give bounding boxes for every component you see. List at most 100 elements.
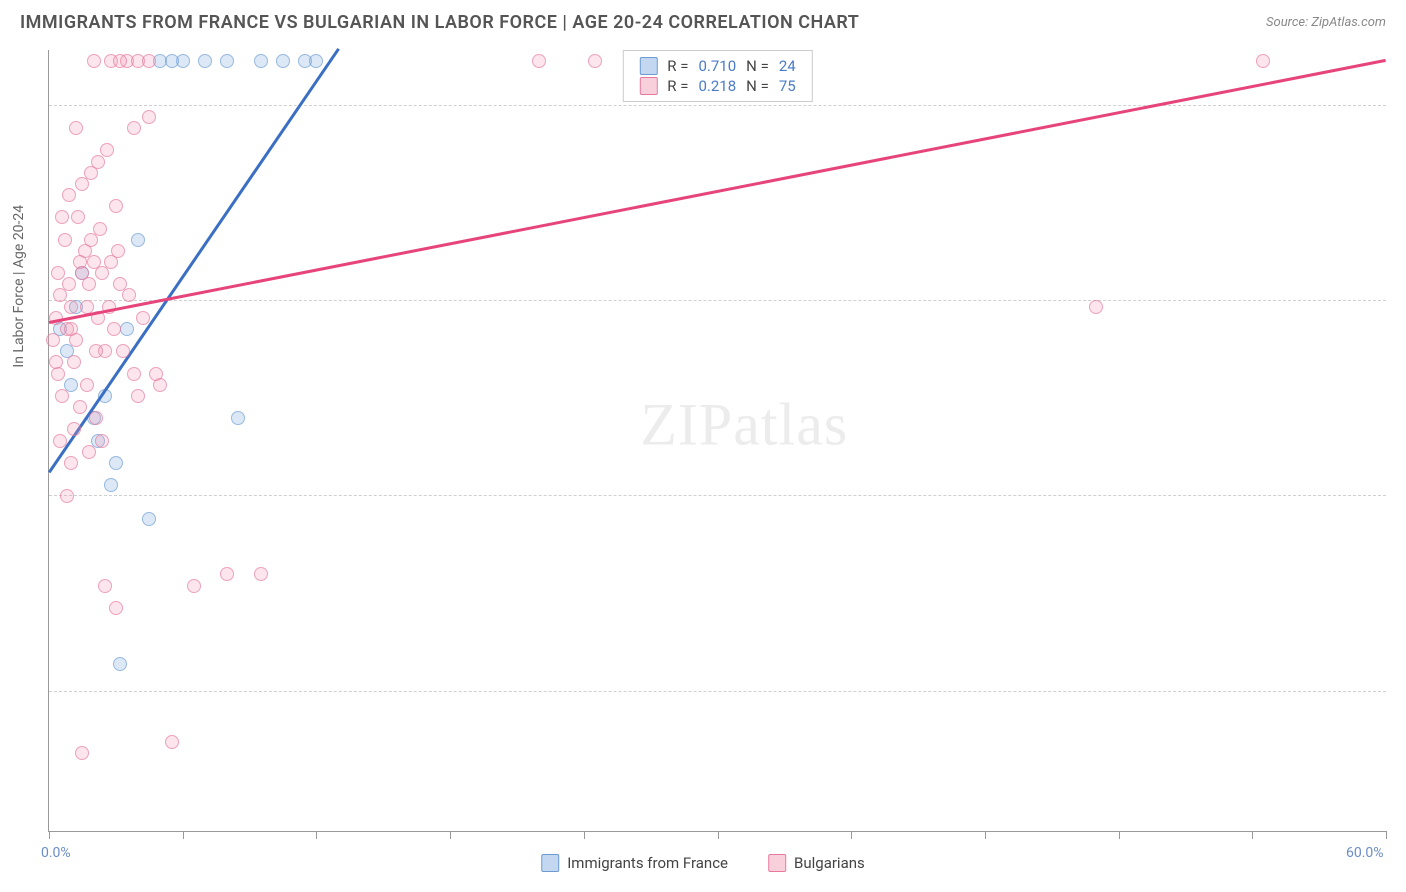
legend-label: Bulgarians (794, 854, 865, 872)
data-point (127, 367, 141, 381)
data-point (98, 579, 112, 593)
swatch-pink-icon (768, 854, 786, 872)
data-point (69, 121, 83, 135)
y-tick-label: 47.5% (1396, 668, 1406, 684)
gridline (49, 105, 1386, 106)
x-tick (584, 831, 585, 839)
data-point (113, 657, 127, 671)
data-point (532, 54, 546, 68)
r-value: 0.218 (698, 77, 736, 95)
data-point (122, 288, 136, 302)
x-tick (718, 831, 719, 839)
data-point (58, 233, 72, 247)
n-label: N = (746, 77, 769, 95)
x-tick (851, 831, 852, 839)
data-point (46, 333, 60, 347)
data-point (113, 54, 127, 68)
r-label: R = (667, 57, 688, 75)
chart-title: IMMIGRANTS FROM FRANCE VS BULGARIAN IN L… (20, 12, 859, 33)
x-tick (316, 831, 317, 839)
data-point (67, 422, 81, 436)
n-value: 24 (779, 57, 796, 75)
data-point (111, 244, 125, 258)
y-axis-label: In Labor Force | Age 20-24 (11, 204, 27, 367)
data-point (220, 567, 234, 581)
data-point (95, 434, 109, 448)
data-point (309, 54, 323, 68)
data-point (51, 266, 65, 280)
data-point (142, 54, 156, 68)
watermark-zip: ZIP (640, 391, 733, 457)
header: IMMIGRANTS FROM FRANCE VS BULGARIAN IN L… (0, 0, 1406, 41)
data-point (276, 54, 290, 68)
data-point (95, 266, 109, 280)
data-point (62, 277, 76, 291)
data-point (131, 389, 145, 403)
gridline (49, 495, 1386, 496)
data-point (231, 411, 245, 425)
r-label: R = (667, 77, 688, 95)
data-point (131, 233, 145, 247)
data-point (127, 121, 141, 135)
data-point (91, 155, 105, 169)
x-tick (49, 831, 50, 839)
data-point (80, 378, 94, 392)
data-point (64, 322, 78, 336)
swatch-pink-icon (639, 77, 657, 95)
watermark: ZIPatlas (640, 390, 848, 459)
data-point (49, 355, 63, 369)
x-tick (450, 831, 451, 839)
data-point (60, 489, 74, 503)
data-point (55, 210, 69, 224)
data-point (82, 445, 96, 459)
y-tick-label: 65.0% (1396, 472, 1406, 488)
x-tick (985, 831, 986, 839)
data-point (136, 311, 150, 325)
data-point (89, 411, 103, 425)
legend-label: Immigrants from France (567, 854, 728, 872)
data-point (142, 110, 156, 124)
swatch-blue-icon (541, 854, 559, 872)
data-point (82, 277, 96, 291)
r-value: 0.710 (698, 57, 736, 75)
source-attribution: Source: ZipAtlas.com (1266, 15, 1386, 30)
data-point (109, 199, 123, 213)
data-point (55, 389, 69, 403)
data-point (1089, 300, 1103, 314)
data-point (84, 233, 98, 247)
swatch-blue-icon (639, 57, 657, 75)
data-point (187, 579, 201, 593)
data-point (116, 344, 130, 358)
y-tick-label: 82.5% (1396, 277, 1406, 293)
data-point (107, 322, 121, 336)
data-point (73, 400, 87, 414)
data-point (1256, 54, 1270, 68)
data-point (53, 434, 67, 448)
data-point (165, 54, 179, 68)
x-tick-label: 0.0% (41, 845, 71, 861)
data-point (71, 210, 85, 224)
n-value: 75 (779, 77, 796, 95)
n-label: N = (746, 57, 769, 75)
data-point (220, 54, 234, 68)
legend-item-bulgarians: Bulgarians (768, 854, 865, 872)
x-tick (183, 831, 184, 839)
data-point (62, 188, 76, 202)
x-tick (1386, 831, 1387, 839)
legend-row-france: R = 0.710 N = 24 (639, 57, 795, 75)
correlation-legend: R = 0.710 N = 24 R = 0.218 N = 75 (622, 50, 812, 102)
data-point (165, 735, 179, 749)
x-tick-label: 60.0% (1346, 845, 1384, 861)
data-point (104, 478, 118, 492)
data-point (87, 54, 101, 68)
chart-container: IMMIGRANTS FROM FRANCE VS BULGARIAN IN L… (0, 0, 1406, 892)
data-point (149, 367, 163, 381)
data-point (89, 344, 103, 358)
data-point (588, 54, 602, 68)
x-tick (1119, 831, 1120, 839)
data-point (109, 456, 123, 470)
data-point (142, 512, 156, 526)
legend-item-france: Immigrants from France (541, 854, 728, 872)
series-legend: Immigrants from France Bulgarians (541, 854, 865, 872)
data-point (75, 746, 89, 760)
